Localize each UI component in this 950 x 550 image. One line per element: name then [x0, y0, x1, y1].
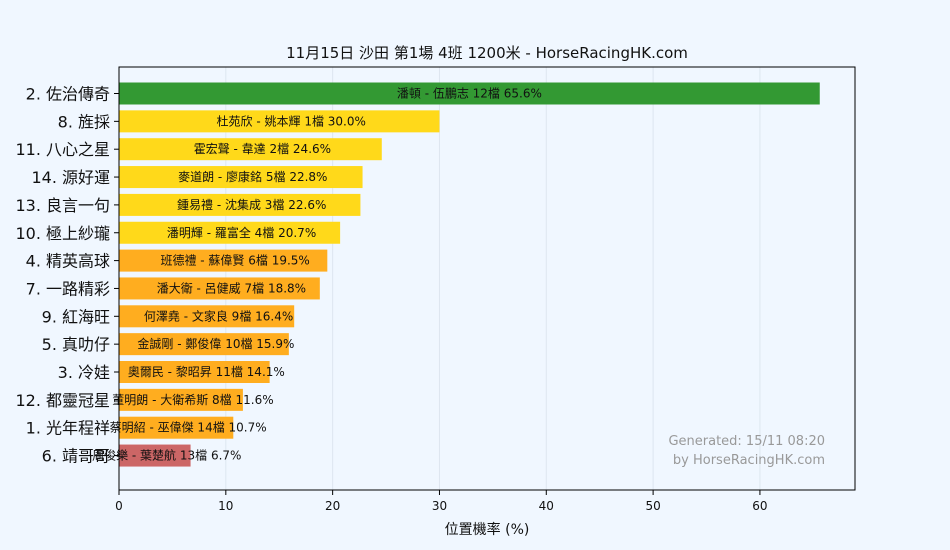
y-tick-label: 9. 紅海旺: [42, 307, 110, 326]
y-tick-label: 1. 光年程祥: [26, 419, 110, 438]
bar: [119, 221, 341, 244]
y-tick-label: 11. 八心之星: [15, 140, 110, 159]
bar: [119, 193, 361, 216]
y-tick-label: 3. 冷娃: [58, 363, 110, 382]
bar: [119, 166, 363, 189]
bar-label: 潘明輝 - 羅富全 4檔 20.7%: [167, 225, 316, 240]
bar-label: 周俊樂 - 葉楚航 13檔 6.7%: [92, 448, 241, 463]
bar: [119, 361, 270, 383]
bar-label: 杜苑欣 - 姚本輝 1檔 30.0%: [217, 113, 366, 128]
chart-title: 11月15日 沙田 第1場 4班 1200米 - HorseRacingHK.c…: [286, 44, 688, 62]
y-tick-label: 5. 真叻仔: [42, 335, 110, 354]
y-tick-label: 2. 佐治傳奇: [26, 85, 110, 104]
bar-label: 奧爾民 - 黎昭昇 11檔 14.1%: [128, 365, 285, 379]
bar-label: 潘頓 - 伍鵬志 12檔 65.6%: [397, 87, 542, 101]
y-tick-label: 10. 極上紗瓏: [15, 224, 110, 243]
bars: [119, 82, 820, 467]
x-tick-label: 50: [645, 499, 660, 513]
y-tick-label: 7. 一路精彩: [26, 279, 110, 298]
x-tick-label: 30: [432, 499, 447, 513]
plot-frame: [118, 66, 856, 491]
y-tick-label: 12. 都靈冠星: [15, 391, 110, 410]
bar-label: 金誠剛 - 鄭俊偉 10檔 15.9%: [137, 336, 294, 351]
bar-label: 麥道朗 - 廖康銘 5檔 22.8%: [178, 169, 327, 184]
y-tick-label: 13. 良言一句: [15, 196, 110, 215]
bar: [119, 82, 820, 105]
x-tick-label: 60: [752, 499, 767, 513]
bar-labels: 潘頓 - 伍鵬志 12檔 65.6% 杜苑欣 - 姚本輝 1檔 30.0% 霍宏聲 …: [92, 87, 542, 463]
bar-label: 班德禮 - 蘇偉賢 6檔 19.5%: [160, 253, 309, 268]
bar: [119, 416, 234, 439]
y-tick-label: 14. 源好運: [31, 168, 110, 187]
bar: [119, 333, 289, 356]
bar: [119, 249, 328, 272]
y-axis-ticks: 2. 佐治傳奇 8. 旌採 11. 八心之星 14. 源好運 13. 良言一句 10. 極…: [15, 85, 119, 466]
x-axis-label: 位置機率 (%): [445, 521, 530, 538]
bar: [119, 277, 320, 300]
bar-label: 蔡明紹 - 巫偉傑 14檔 10.7%: [110, 421, 267, 435]
bar: [119, 305, 295, 328]
bar: [119, 388, 243, 411]
x-axis-ticks: 0 10 20 30 40 50 60: [115, 490, 768, 513]
bar-label: 霍宏聲 - 韋達 2檔 24.6%: [194, 141, 331, 156]
bar-label: 潘大衛 - 呂健威 7檔 18.8%: [157, 281, 306, 295]
bar: [119, 444, 191, 467]
x-tick-label: 10: [218, 499, 233, 513]
bar: [119, 138, 382, 161]
bar: [119, 110, 440, 133]
y-tick-label: 4. 精英高球: [26, 252, 110, 271]
watermark-generated: Generated: 15/11 08:20: [668, 434, 825, 449]
y-tick-label: 8. 旌採: [58, 112, 110, 131]
bar-label: 董明朗 - 大衛希斯 8檔 11.6%: [112, 392, 273, 407]
x-tick-label: 20: [325, 499, 340, 513]
x-tick-label: 0: [115, 499, 123, 513]
watermark-site: by HorseRacingHK.com: [673, 453, 825, 468]
x-tick-label: 40: [539, 499, 554, 513]
y-tick-label: 6. 靖哥哥: [42, 447, 110, 466]
bar-label: 鍾易禮 - 沈集成 3檔 22.6%: [177, 197, 326, 212]
bar-label: 何澤堯 - 文家良 9檔 16.4%: [144, 308, 293, 323]
